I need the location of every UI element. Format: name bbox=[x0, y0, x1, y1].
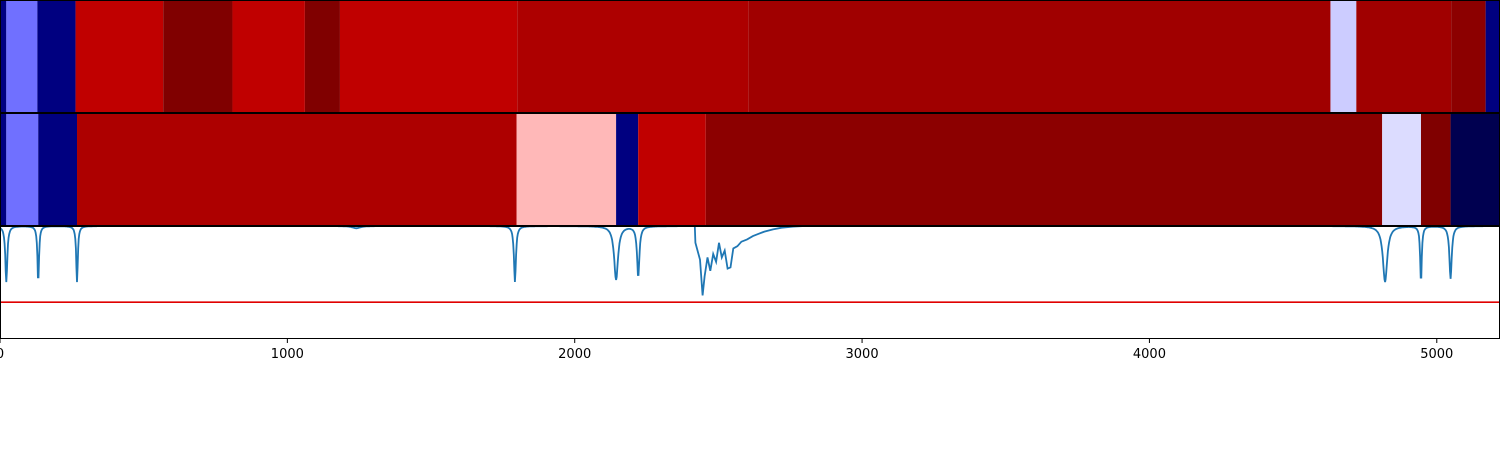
heatmap-top-segment-5 bbox=[232, 0, 305, 112]
heatmap-top-segment-8 bbox=[517, 0, 749, 112]
x-tick-label-5000: 5000 bbox=[1420, 347, 1453, 362]
heatmap-bottom bbox=[0, 113, 1500, 225]
heatmap-bottom-segment-1 bbox=[6, 113, 39, 225]
x-tick-label-1000: 1000 bbox=[271, 347, 304, 362]
x-tick-label-0: 0 bbox=[0, 347, 4, 362]
heatmap-top-segment-7 bbox=[339, 0, 518, 112]
heatmap-bottom-segment-6 bbox=[638, 113, 706, 225]
heatmap-bottom-segment-10 bbox=[1450, 113, 1500, 225]
heatmap-bottom-segment-8 bbox=[1382, 113, 1421, 225]
line-panel bbox=[0, 226, 1500, 303]
heatmap-top-segment-12 bbox=[1451, 0, 1486, 112]
heatmap-bottom-segment-2 bbox=[38, 113, 78, 225]
heatmap-top-segment-0 bbox=[0, 0, 7, 112]
heatmap-top-segment-1 bbox=[6, 0, 38, 112]
x-tick-label-2000: 2000 bbox=[558, 347, 591, 362]
heatmap-bottom-segment-4 bbox=[516, 113, 617, 225]
heatmap-bottom-segment-3 bbox=[77, 113, 517, 225]
heatmap-top-segment-3 bbox=[75, 0, 164, 112]
heatmap-top bbox=[0, 0, 1500, 112]
heatmap-top-segment-13 bbox=[1485, 0, 1500, 112]
x-tick-label-4000: 4000 bbox=[1133, 347, 1166, 362]
heatmap-top-segment-2 bbox=[37, 0, 76, 112]
heatmap-bottom-segment-7 bbox=[705, 113, 1383, 225]
panel-frame-2 bbox=[0, 226, 1500, 339]
heatmap-top-segment-6 bbox=[304, 0, 340, 112]
heatmap-top-segment-4 bbox=[163, 0, 233, 112]
heatmap-top-segment-11 bbox=[1356, 0, 1452, 112]
x-tick-label-3000: 3000 bbox=[846, 347, 879, 362]
heatmap-bottom-segment-9 bbox=[1420, 113, 1451, 225]
heatmap-top-segment-10 bbox=[1330, 0, 1357, 112]
heatmap-bottom-segment-5 bbox=[616, 113, 639, 225]
heatmap-top-segment-9 bbox=[748, 0, 1331, 112]
series-line bbox=[0, 226, 1500, 296]
x-axis: 0 1000 2000 3000 4000 5000 bbox=[0, 338, 1453, 362]
heatmap-bottom-segment-0 bbox=[0, 113, 7, 225]
